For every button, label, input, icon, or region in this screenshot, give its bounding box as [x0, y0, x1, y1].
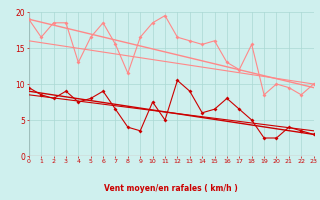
- X-axis label: Vent moyen/en rafales ( km/h ): Vent moyen/en rafales ( km/h ): [104, 184, 238, 193]
